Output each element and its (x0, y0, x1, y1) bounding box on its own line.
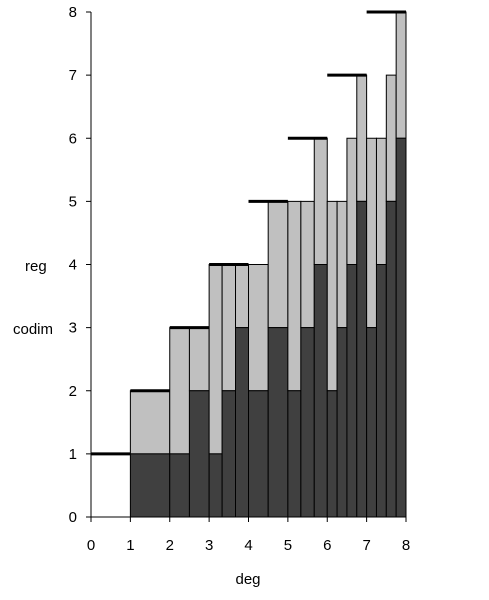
bar-reg-16 (375, 137, 387, 265)
x-axis-title: deg (235, 571, 260, 588)
bar-codim-12 (336, 327, 348, 518)
bar-reg-9 (300, 200, 315, 329)
bar-reg-8 (287, 200, 302, 392)
bar-codim-13 (346, 264, 358, 518)
bar-reg-2 (188, 327, 210, 392)
y-tick-label-7: 7 (69, 67, 77, 84)
x-tick-label-4: 4 (244, 537, 252, 554)
bar-codim-16 (375, 264, 387, 518)
bar-reg-17 (385, 74, 397, 202)
bar-reg-1 (169, 327, 190, 455)
bar-codim-15 (366, 327, 377, 518)
y-axis-label-reg: reg (25, 258, 47, 275)
y-tick-label-6: 6 (69, 130, 77, 147)
bar-codim-10 (313, 264, 328, 518)
x-tick-label-3: 3 (205, 537, 213, 554)
bar-reg-14 (356, 74, 368, 202)
x-tick-label-5: 5 (284, 537, 292, 554)
bar-codim-8 (287, 390, 302, 518)
bar-reg-10 (313, 137, 328, 265)
bar-reg-7 (267, 200, 289, 329)
bar-codim-6 (248, 390, 269, 518)
bar-codim-1 (169, 453, 190, 518)
bar-reg-3 (208, 264, 223, 455)
y-tick-label-0: 0 (69, 509, 77, 526)
y-axis-label-codim: codim (13, 321, 53, 338)
bar-reg-13 (346, 137, 358, 265)
bar-codim-7 (267, 327, 289, 518)
bar-reg-5 (235, 264, 250, 329)
x-tick-label-0: 0 (87, 537, 95, 554)
bar-codim-5 (235, 327, 250, 518)
y-tick-label-3: 3 (69, 320, 77, 337)
y-tick-label-5: 5 (69, 193, 77, 210)
bars-layer (129, 11, 407, 518)
bar-codim-4 (221, 390, 237, 518)
bar-codim-17 (385, 200, 397, 518)
x-tick-label-7: 7 (362, 537, 370, 554)
y-tick-label-1: 1 (69, 446, 77, 463)
bar-reg-18 (395, 11, 407, 139)
bar-codim-3 (208, 453, 223, 518)
bar-reg-6 (248, 264, 269, 392)
bar-codim-2 (188, 390, 210, 518)
y-tick-label-8: 8 (69, 4, 77, 21)
y-tick-label-4: 4 (69, 257, 77, 274)
bar-codim-18 (395, 137, 407, 518)
x-tick-label-6: 6 (323, 537, 331, 554)
bar-codim-0 (129, 453, 171, 518)
bar-codim-11 (326, 390, 338, 518)
bar-codim-14 (356, 200, 368, 518)
caps-layer (91, 10, 406, 456)
bar-reg-11 (326, 200, 338, 392)
ticks-layer: 0 1 2 3 4 5 6 7 8 0 1 2 3 4 5 6 7 8 (69, 4, 411, 554)
bar-reg-15 (366, 137, 377, 329)
bar-reg-12 (336, 200, 348, 329)
bar-codim-9 (300, 327, 315, 518)
x-tick-label-1: 1 (126, 537, 134, 554)
bar-reg-0 (129, 390, 171, 455)
x-tick-label-2: 2 (166, 537, 174, 554)
bar-reg-4 (221, 264, 237, 392)
x-tick-label-8: 8 (402, 537, 410, 554)
y-tick-label-2: 2 (69, 383, 77, 400)
